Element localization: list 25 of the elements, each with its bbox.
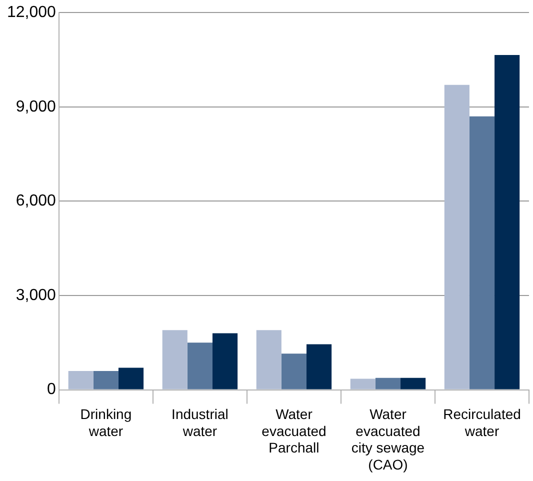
- bar: [187, 342, 212, 390]
- x-tick-label: Recirculated water: [443, 406, 521, 439]
- bar: [93, 370, 118, 390]
- bar: [444, 84, 470, 390]
- bar: [212, 333, 238, 390]
- bar: [375, 378, 401, 390]
- bar: [494, 55, 520, 390]
- bar: [281, 354, 307, 390]
- y-tick-label: 0: [47, 381, 56, 398]
- bar: [68, 370, 94, 390]
- bar: [469, 116, 495, 390]
- x-tick-label: Drinking water: [80, 406, 132, 439]
- y-tick-label: 9,000: [16, 98, 56, 116]
- y-tick-label: 3,000: [16, 286, 56, 304]
- bar: [400, 378, 426, 390]
- bar: [118, 368, 144, 390]
- x-tick-label: Water evacuated Parchall: [262, 406, 326, 456]
- y-tick-label: 6,000: [16, 192, 56, 210]
- bar: [306, 344, 332, 390]
- x-tick-label: Industrial water: [172, 406, 228, 439]
- bar: [256, 330, 282, 390]
- bar: [162, 330, 188, 390]
- x-tick-label: Water evacuated city sewage (CAO): [351, 406, 425, 472]
- bar: [350, 378, 376, 390]
- y-tick-label: 12,000: [7, 4, 56, 22]
